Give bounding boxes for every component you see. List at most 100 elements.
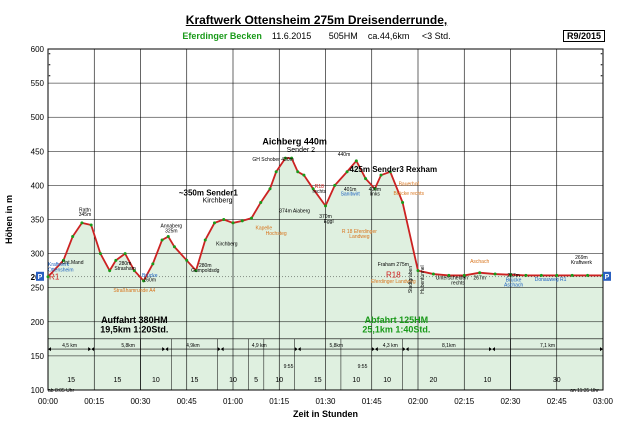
x-tick-label: 00:00 — [38, 397, 59, 406]
annotation-label: Bauerhof — [399, 181, 420, 187]
waypoint-marker — [231, 221, 235, 225]
annotation-label: GH Schober 430m — [252, 157, 293, 163]
distance-label: 4,9km — [186, 343, 200, 349]
annotation-label: Kirchberg — [216, 241, 238, 247]
waypoint-marker — [493, 272, 497, 276]
y-tick-label: 600 — [31, 45, 45, 54]
waypoint-marker — [354, 159, 358, 163]
x-tick-label: 02:45 — [547, 397, 568, 406]
parking-marker-label: P — [605, 274, 610, 281]
x-tick-label: 00:30 — [130, 397, 151, 406]
waypoint-marker — [539, 273, 543, 277]
annotation-label: 440m — [338, 152, 351, 158]
x-tick-label: 00:45 — [177, 397, 198, 406]
distance-label: 4,3 km — [383, 343, 398, 349]
annotation-label: Unterscheiden — [436, 276, 468, 282]
annotation-label: 280m — [199, 263, 212, 269]
segment-minutes: 15 — [314, 377, 322, 384]
duration-label: <3 Std. — [421, 31, 451, 41]
segment-minutes: 20 — [430, 377, 438, 384]
distance-label: 4,5 km — [62, 343, 77, 349]
annotation-label: Straßhamrunde A4 — [113, 288, 155, 294]
waypoint-marker — [46, 275, 50, 279]
waypoint-marker — [570, 273, 574, 277]
x-tick-label: 01:30 — [315, 397, 336, 406]
annotation-label: Landweg — [349, 234, 370, 240]
distance-label: 5,8km — [329, 343, 343, 349]
waypoint-marker — [240, 219, 244, 223]
climb-label: 505HM — [328, 31, 358, 41]
waypoint-marker — [388, 170, 392, 174]
waypoint-marker — [379, 173, 383, 177]
waypoint-marker — [222, 218, 226, 221]
annotation-label: Hubentunnel — [420, 265, 426, 293]
x-tick-label: 01:45 — [362, 397, 383, 406]
distance-arrow-head — [217, 347, 221, 352]
annotation-label: Brücke — [506, 278, 522, 284]
waypoint-marker — [123, 252, 127, 256]
annotation-label: 260m — [143, 278, 156, 284]
y-tick-label: 100 — [31, 386, 45, 395]
distance-label: 8,1km — [442, 343, 456, 349]
annotation-label: Kraftwerk — [48, 262, 70, 268]
parking-marker — [36, 271, 44, 281]
annotation-label: links — [370, 192, 381, 198]
x-tick-label: 01:00 — [223, 397, 244, 406]
distance-arrow-head — [294, 347, 298, 352]
annotation-label: Hochsteg — [266, 231, 287, 237]
y-tick-label: 250 — [31, 284, 45, 293]
waypoint-marker — [345, 170, 349, 174]
waypoint-marker — [447, 273, 451, 277]
segment-minutes: 10 — [352, 377, 360, 384]
y-tick-label: 150 — [31, 352, 45, 361]
distance-label: 7,1 km — [540, 343, 555, 349]
waypoint-marker — [213, 221, 216, 225]
distance-label: ca.44,6km — [367, 31, 410, 41]
annotation-label: Sender 2 — [287, 147, 316, 154]
annotation-label: Eggl — [324, 219, 334, 225]
segment-minutes: 10 — [483, 377, 491, 384]
x-tick-label: 00:15 — [84, 397, 105, 406]
annotation-label: 374m Aiaberg — [279, 209, 310, 215]
annotation-label: 9:55 — [358, 364, 368, 370]
waypoint-marker — [259, 200, 263, 204]
distance-arrow-head — [374, 347, 378, 352]
segment-minutes: 10 — [275, 377, 283, 384]
waypoint-marker — [296, 170, 300, 174]
waypoint-marker — [98, 252, 102, 256]
annotation-label: 325m — [165, 228, 178, 234]
x-tick-label: 02:00 — [408, 397, 429, 406]
annotation-label: R18 — [386, 270, 401, 279]
date-label: 11.6.2015 — [271, 31, 312, 41]
segment-minutes: 10 — [152, 377, 160, 384]
distance-arrow-head — [402, 347, 406, 352]
waypoint-marker — [283, 156, 287, 160]
x-tick-label: 03:00 — [593, 397, 614, 406]
annotation-label: Sanitwirt — [341, 192, 361, 198]
annotation-label: Rattn — [79, 207, 91, 213]
x-tick-label: 02:15 — [454, 397, 475, 406]
parking-marker-label: P — [38, 274, 43, 281]
distance-arrow-head — [88, 347, 92, 352]
annotation-label: 370m — [319, 214, 332, 220]
distance-arrow-head — [48, 347, 51, 352]
waypoint-marker — [61, 258, 65, 262]
y-axis-title: Höhen in m — [4, 195, 14, 244]
annotation-label: Donauweg R1 — [535, 277, 567, 283]
waypoint-marker — [194, 269, 198, 273]
annotation-label: Aichberg 440m — [262, 136, 327, 146]
waypoint-marker — [250, 216, 253, 220]
annotation-label: Kirchberg — [203, 197, 233, 204]
waypoint-marker — [80, 221, 84, 225]
y-tick-label: 350 — [31, 216, 45, 225]
annotation-label: Kraftwerk — [571, 260, 593, 266]
annotation-label: an 11:35 Uhr — [570, 388, 599, 394]
x-tick-label: 01:15 — [269, 397, 290, 406]
annotation-label: Brücke rechts — [393, 191, 424, 197]
x-axis-title: Zeit in Stunden — [293, 409, 358, 419]
waypoint-marker — [160, 238, 164, 242]
distance-arrow-head — [489, 347, 492, 352]
waypoint-marker — [364, 177, 368, 181]
segment-minutes: 10 — [229, 377, 237, 384]
